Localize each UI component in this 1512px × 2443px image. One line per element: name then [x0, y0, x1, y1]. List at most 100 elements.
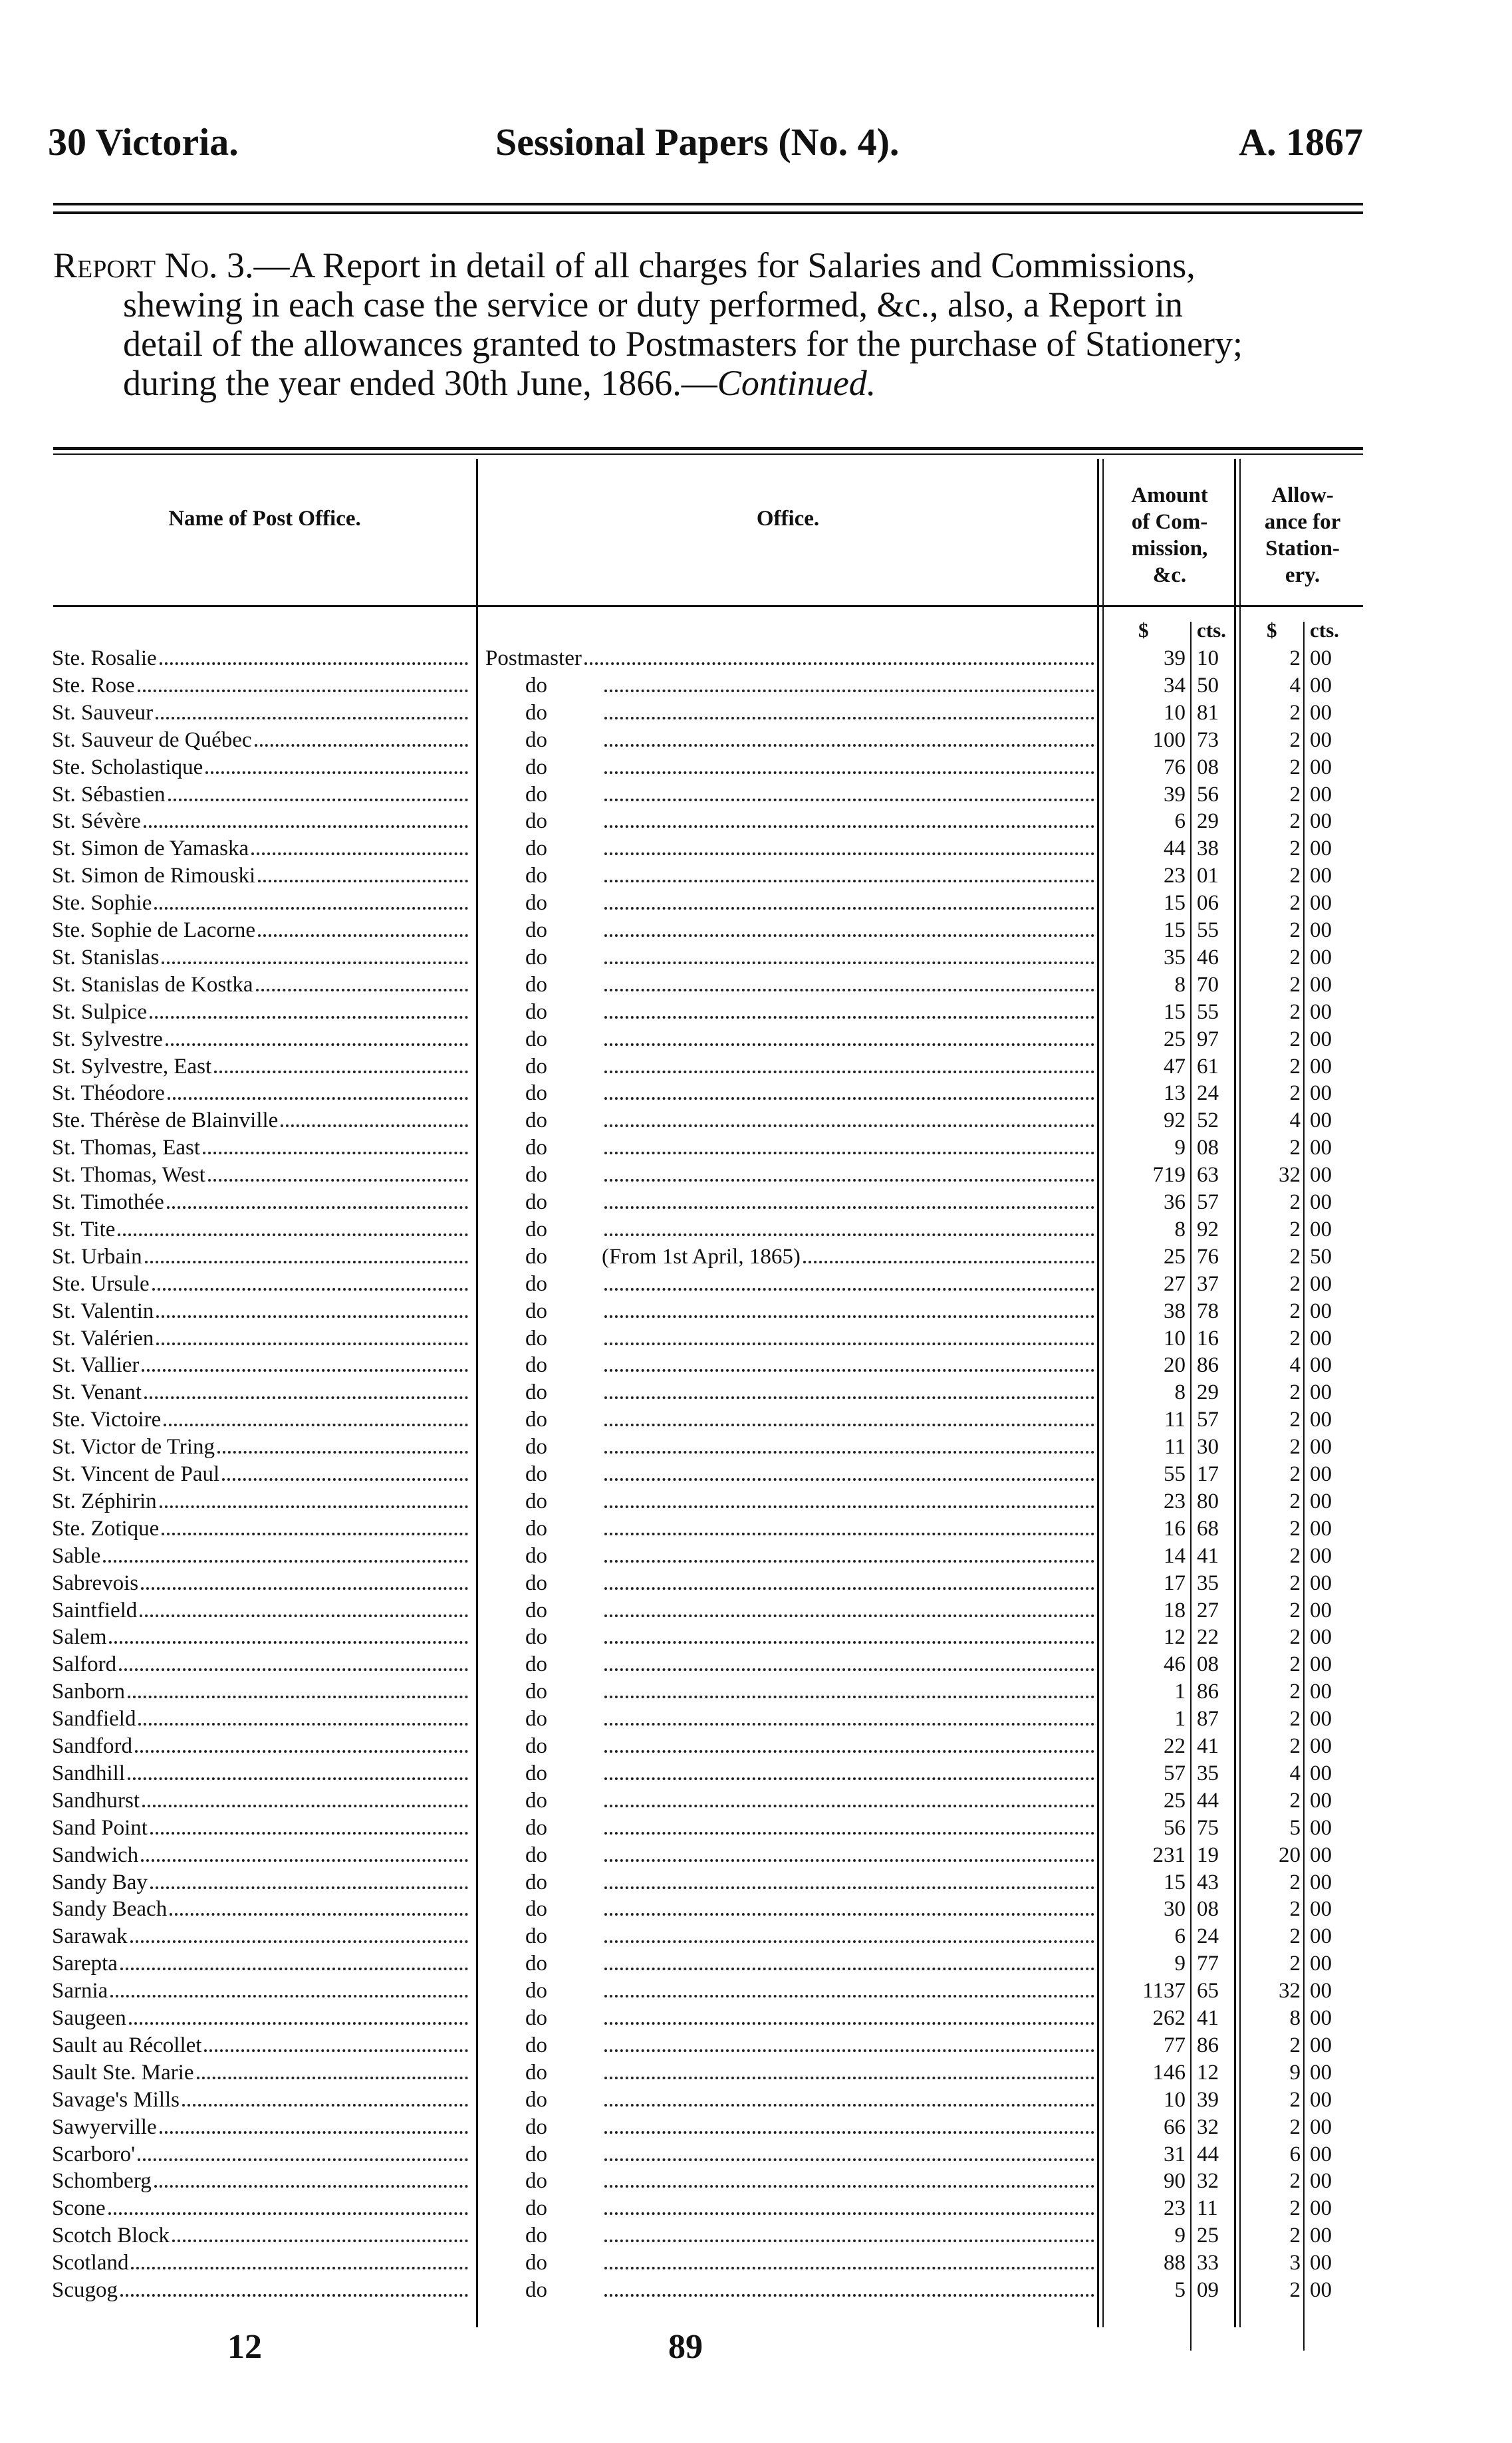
office-cell: do — [525, 1081, 547, 1106]
leader-dots — [604, 672, 1094, 692]
allowance-dollars: 2 — [1289, 836, 1301, 861]
column-header-amount: Amount of Com- mission, &c. — [1105, 482, 1234, 588]
amount-cents: 09 — [1197, 2278, 1219, 2302]
allowance-cents: 00 — [1310, 673, 1332, 698]
allowance-dollars: 2 — [1289, 755, 1301, 779]
allowance-dollars: 2 — [1289, 1870, 1301, 1894]
table-row: Sandy Beach do 30 08 2 00 — [52, 1896, 1368, 1923]
amount-dollars: 5 — [1174, 2278, 1186, 2302]
allowance-dollars: 2 — [1289, 1707, 1301, 1732]
post-office-name: St. Timothée — [52, 1190, 164, 1214]
office-cell: do — [525, 1054, 547, 1079]
table-row: Sault au Récollet do 77 86 2 00 — [52, 2032, 1368, 2059]
amount-dollars: 55 — [1164, 1462, 1186, 1486]
post-office-name: Sandy Beach — [52, 1897, 168, 1922]
amount-cents: 08 — [1197, 755, 1219, 779]
header-line: Amount — [1131, 483, 1208, 507]
amount-cents: 70 — [1197, 972, 1219, 997]
leader-dots — [604, 1678, 1094, 1699]
post-office-name: St. Victor de Tring — [52, 1435, 215, 1460]
header-line: Allow- — [1271, 483, 1334, 507]
post-office-name: Sarnia — [52, 1979, 108, 2003]
table-row: St. Thomas, East do 9 08 2 00 — [52, 1134, 1368, 1162]
leader-dots — [162, 1515, 468, 1535]
post-office-name: Sandhurst — [52, 1788, 140, 1813]
amount-dollars: 231 — [1152, 1843, 1186, 1867]
office-cell: do — [525, 2060, 547, 2085]
table-row: Sabrevois do 17 35 2 00 — [52, 1570, 1368, 1597]
office-cell: do — [525, 1380, 547, 1405]
allowance-cents: 00 — [1310, 1952, 1332, 1976]
table-row: St. Timothée do 36 57 2 00 — [52, 1189, 1368, 1216]
allowance-dollars: 2 — [1289, 891, 1301, 916]
post-office-name: Salem — [52, 1625, 107, 1650]
post-office-name: Salford — [52, 1652, 117, 1677]
leader-dots — [604, 1896, 1094, 1916]
allowance-dollars: 8 — [1289, 2006, 1301, 2030]
allowance-dollars: 2 — [1289, 1081, 1301, 1106]
office-cell: do — [525, 1571, 547, 1595]
post-office-name: Ste. Sophie — [52, 891, 152, 916]
amount-dollars: 1 — [1174, 1680, 1186, 1704]
amount-dollars: 47 — [1164, 1054, 1186, 1079]
allowance-cents: 00 — [1310, 2060, 1332, 2085]
post-office-name: Sandhill — [52, 1761, 126, 1785]
post-office-name: St. Simon de Rimouski — [52, 864, 256, 888]
allowance-cents: 00 — [1310, 2142, 1332, 2166]
amount-dollars: 15 — [1164, 1870, 1186, 1894]
amount-cents: 78 — [1197, 1299, 1219, 1323]
leader-dots — [154, 2168, 468, 2188]
post-office-name: Scotland — [52, 2251, 129, 2275]
amount-cents: 55 — [1197, 999, 1219, 1024]
allowance-cents: 00 — [1310, 1788, 1332, 1813]
amount-cents: 68 — [1197, 1516, 1219, 1541]
post-office-name: Sarawak — [52, 1924, 128, 1949]
allowance-cents: 50 — [1310, 1244, 1332, 1269]
leader-dots — [110, 1978, 468, 1998]
allowance-cents: 00 — [1310, 1054, 1332, 1079]
office-cell: do — [525, 999, 547, 1024]
office-cell: do — [525, 2006, 547, 2030]
allowance-dollars: 2 — [1289, 782, 1301, 807]
amount-cents: 35 — [1197, 1761, 1219, 1785]
amount-cents: 41 — [1197, 1734, 1219, 1758]
table-row: Scotch Block do 9 25 2 00 — [52, 2222, 1368, 2250]
post-office-name: Sandfield — [52, 1707, 136, 1732]
report-heading: Report No. 3.—A Report in detail of all … — [53, 246, 1363, 403]
allowance-cents: 00 — [1310, 1815, 1332, 1840]
office-cell: Postmaster — [485, 646, 582, 670]
office-cell: do — [525, 1734, 547, 1758]
allowance-cents: 00 — [1310, 2006, 1332, 2030]
amount-dollars: 8 — [1174, 1217, 1186, 1241]
allowance-dollars: 4 — [1289, 1761, 1301, 1785]
office-cell: do — [525, 700, 547, 725]
header-line: of Com- — [1131, 510, 1208, 534]
unit-dollars: $ — [1138, 618, 1149, 642]
post-office-name: St. Vallier — [52, 1353, 140, 1378]
allowance-cents: 00 — [1310, 1108, 1332, 1133]
leader-dots — [604, 1706, 1094, 1726]
amount-cents: 87 — [1197, 1707, 1219, 1732]
amount-dollars: 25 — [1164, 1244, 1186, 1269]
leader-dots — [604, 2005, 1094, 2025]
amount-dollars: 30 — [1164, 1897, 1186, 1922]
leader-dots — [604, 2141, 1094, 2161]
leader-dots — [134, 1733, 468, 1753]
leader-dots — [120, 2277, 468, 2297]
table-row: Sandwich do 231 19 20 00 — [52, 1842, 1368, 1869]
allowance-cents: 00 — [1310, 1979, 1332, 2003]
post-office-name: Scone — [52, 2196, 106, 2221]
leader-dots — [604, 754, 1094, 774]
amount-dollars: 66 — [1164, 2115, 1186, 2139]
table-row: St. Tite do 8 92 2 00 — [52, 1216, 1368, 1243]
amount-dollars: 100 — [1152, 727, 1186, 752]
allowance-dollars: 2 — [1289, 1271, 1301, 1296]
amount-dollars: 8 — [1174, 1380, 1186, 1405]
leader-dots — [222, 1461, 468, 1481]
header-year: A. 1867 — [1239, 120, 1363, 164]
table-row: St. Théodore do 13 24 2 00 — [52, 1080, 1368, 1107]
table-top-rule-thin — [53, 453, 1363, 455]
allowance-cents: 00 — [1310, 1734, 1332, 1758]
allowance-dollars: 2 — [1289, 646, 1301, 670]
leader-dots — [604, 1461, 1094, 1481]
